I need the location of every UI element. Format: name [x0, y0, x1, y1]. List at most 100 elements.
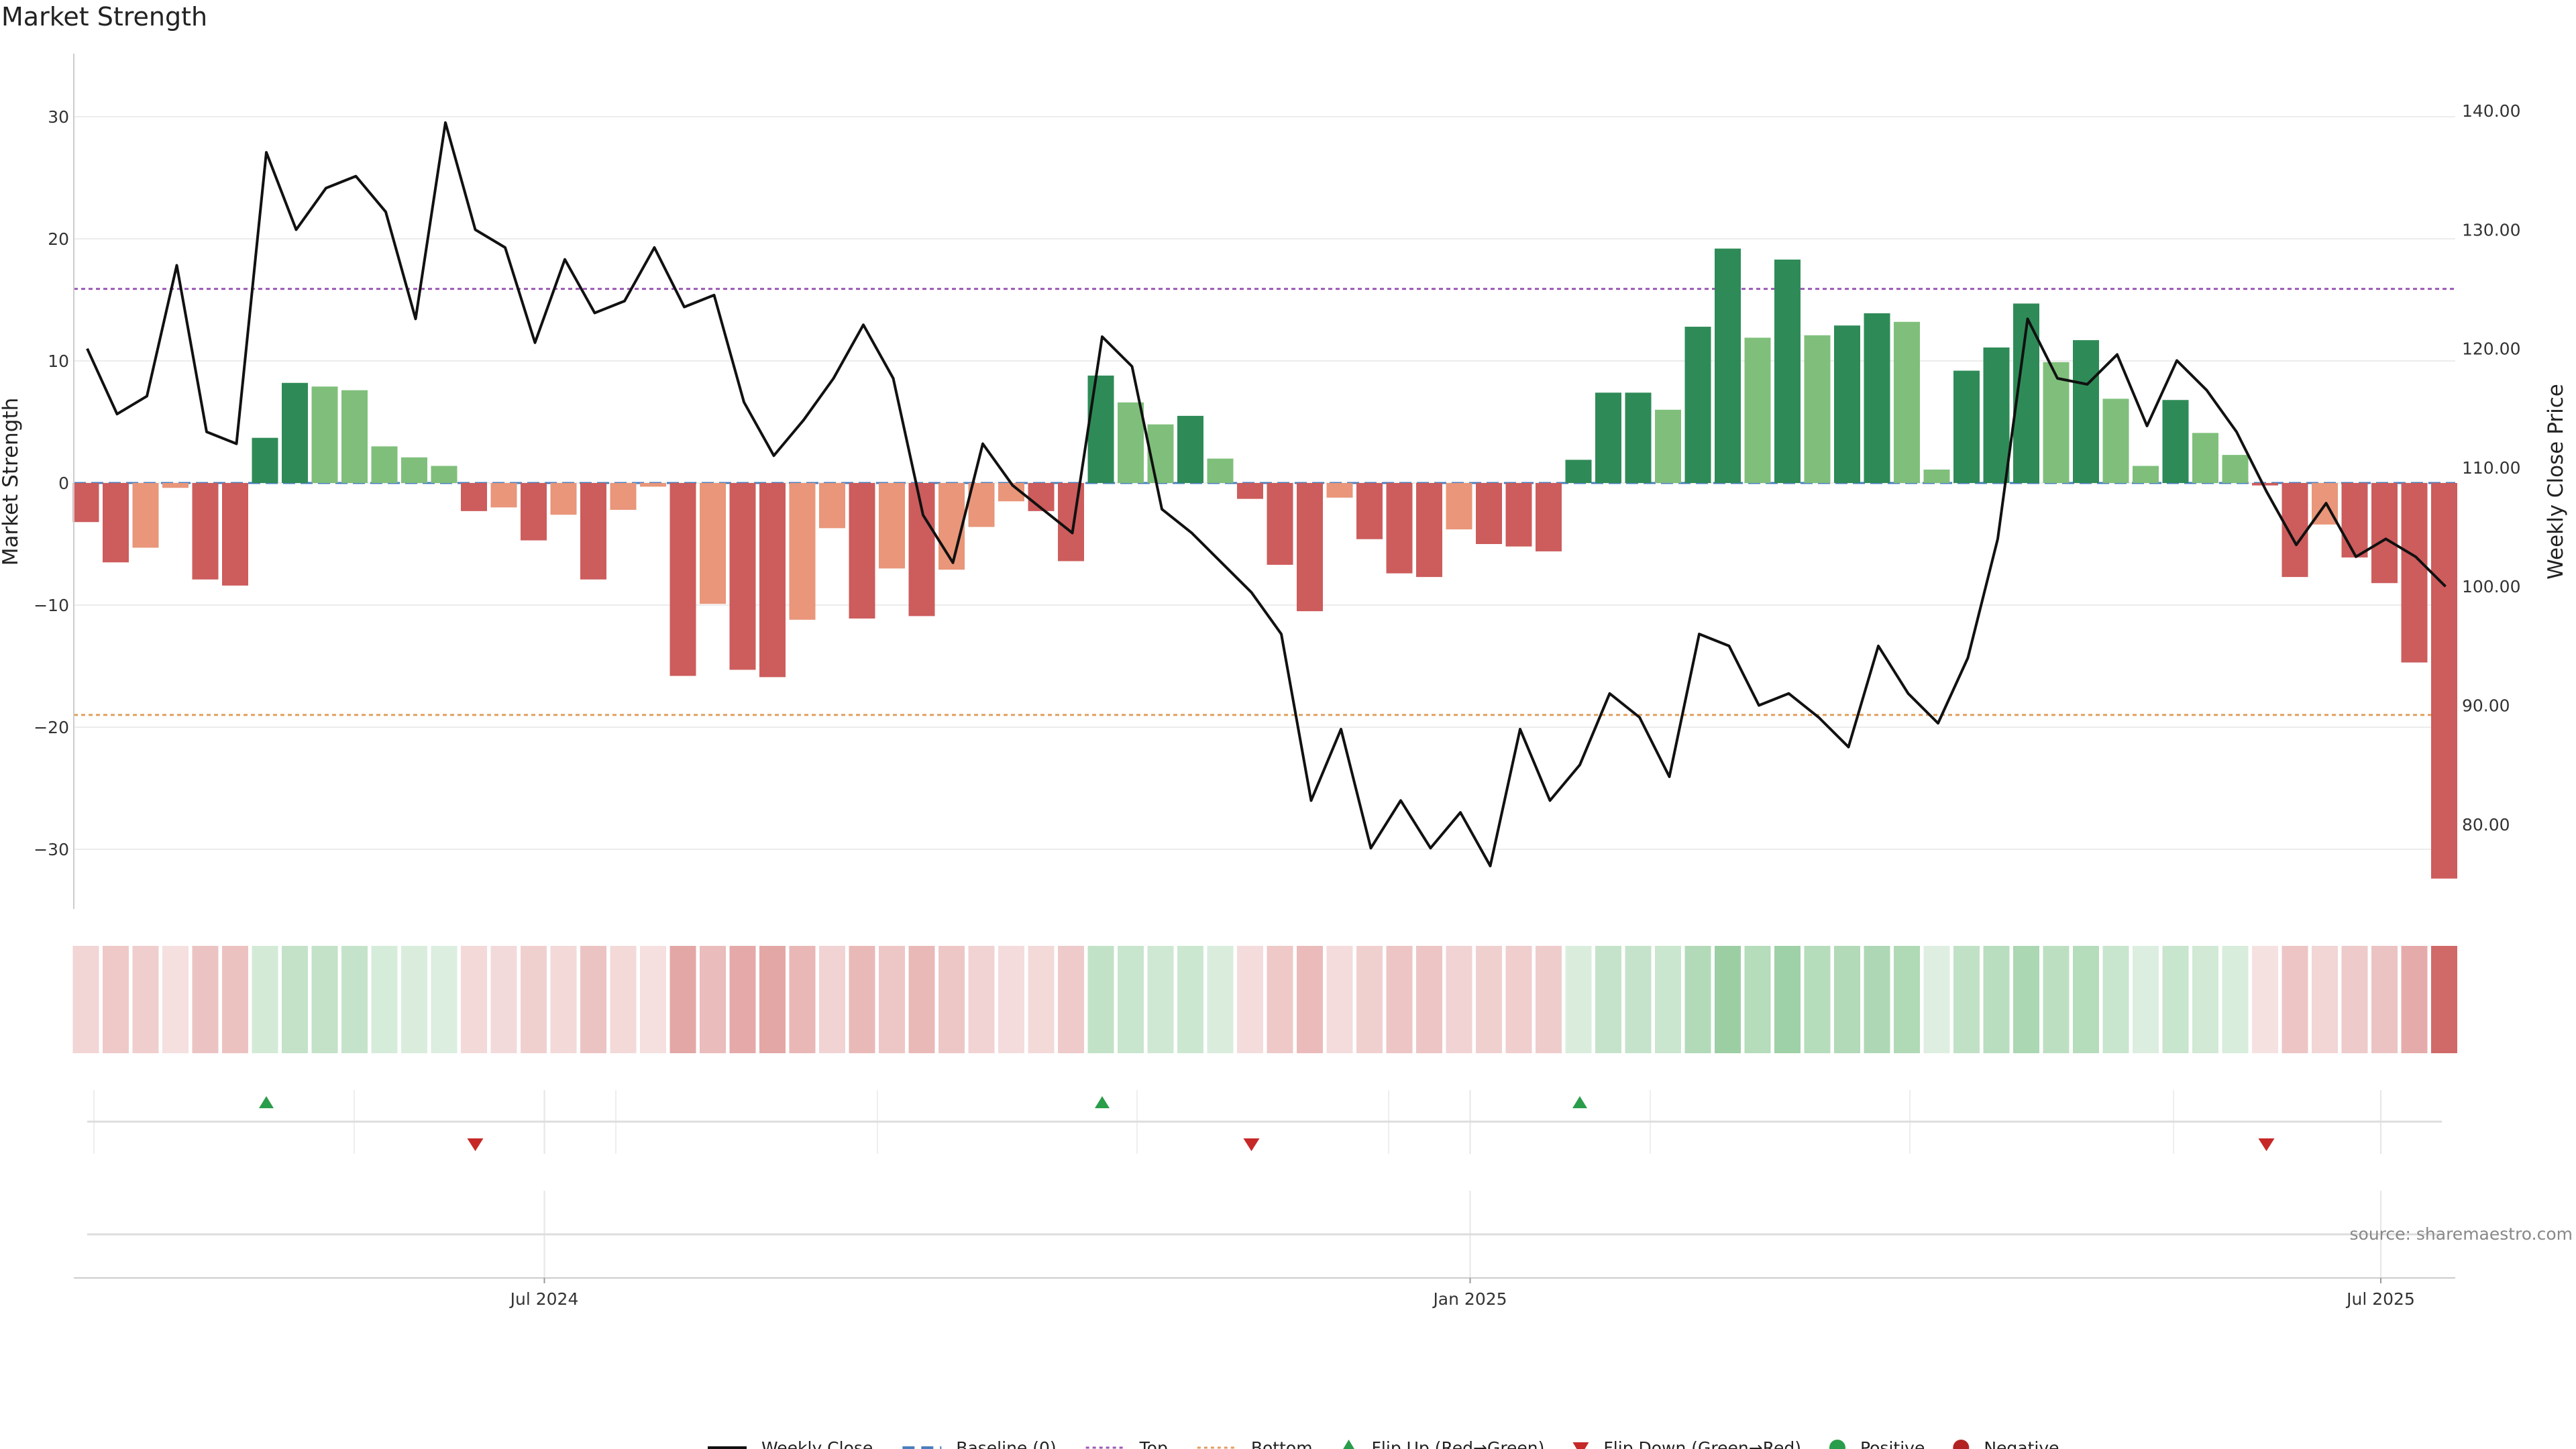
- y-tick-label-right: 110.00: [2462, 458, 2520, 478]
- heat-cell: [1267, 946, 1293, 1053]
- heat-cell: [1625, 946, 1652, 1053]
- source-note: source: sharemaestro.com: [2350, 1224, 2573, 1244]
- strength-bar: [252, 437, 278, 483]
- y-tick-label-left: −20: [34, 718, 69, 737]
- strength-bar: [72, 483, 99, 523]
- strength-bar: [849, 483, 875, 619]
- heat-cell: [1774, 946, 1801, 1053]
- strength-bar: [1147, 424, 1174, 483]
- strength-bar: [1087, 375, 1114, 483]
- strength-bar: [938, 483, 965, 570]
- heat-cell: [729, 946, 756, 1053]
- strength-bar: [1953, 370, 1980, 483]
- heat-cell: [282, 946, 308, 1053]
- strength-bar: [1625, 392, 1652, 483]
- y-tick-label-right: 100.00: [2462, 577, 2520, 596]
- strength-bar: [1326, 483, 1353, 498]
- strength-bar: [2282, 483, 2308, 578]
- strength-bar: [1715, 248, 1741, 483]
- heat-cell: [1237, 946, 1263, 1053]
- strength-bar: [2371, 483, 2398, 584]
- strength-bar: [2401, 483, 2428, 663]
- heat-cell: [1655, 946, 1681, 1053]
- strength-bar: [580, 483, 606, 580]
- legend-marker-flip-up: [1343, 1440, 1354, 1449]
- strength-bar: [1536, 483, 1562, 551]
- heat-cell: [2431, 946, 2457, 1053]
- strength-bar: [1864, 313, 1890, 483]
- heat-cell: [521, 946, 547, 1053]
- strength-bar: [2133, 466, 2159, 483]
- y-tick-label-left: −10: [34, 596, 69, 615]
- heat-cell: [2013, 946, 2039, 1053]
- heat-cell: [431, 946, 458, 1053]
- y-tick-label-right: 80.00: [2462, 815, 2510, 835]
- strength-bar: [1595, 392, 1621, 483]
- heat-cell: [1983, 946, 2010, 1053]
- y-tick-label-right: 90.00: [2462, 696, 2510, 716]
- heat-cell: [1953, 946, 1980, 1053]
- legend-label-weekly-close: Weekly Close: [761, 1438, 873, 1449]
- strength-bar: [968, 483, 995, 527]
- heat-cell: [2371, 946, 2398, 1053]
- heat-cell: [968, 946, 995, 1053]
- heat-cell: [610, 946, 637, 1053]
- heat-cell: [669, 946, 696, 1053]
- heat-cell: [401, 946, 427, 1053]
- strength-bar: [1804, 335, 1831, 483]
- strength-bar: [1774, 259, 1801, 483]
- price-line-group: [86, 121, 2447, 867]
- legend: Weekly Close Baseline (0) Top Bottom Flip Up…: [708, 1438, 2059, 1449]
- heat-cell: [2043, 946, 2070, 1053]
- heat-cell: [2102, 946, 2129, 1053]
- heat-cell: [1894, 946, 1920, 1053]
- strength-bar: [2073, 340, 2099, 483]
- heat-cell: [1595, 946, 1621, 1053]
- heat-cell: [2282, 946, 2308, 1053]
- strength-bar: [550, 483, 577, 515]
- strength-bar: [2431, 483, 2457, 879]
- heat-cell: [2073, 946, 2099, 1053]
- y-tick-label-right: 130.00: [2462, 220, 2520, 239]
- heat-cell: [341, 946, 368, 1053]
- heat-cell: [1505, 946, 1532, 1053]
- strength-bar: [700, 483, 726, 604]
- weekly-close-line: [86, 121, 2447, 867]
- strength-bar: [461, 483, 487, 511]
- strength-bar: [2222, 455, 2249, 483]
- heat-cell: [1118, 946, 1144, 1053]
- flip-down-marker: [1243, 1138, 1260, 1151]
- heat-cell: [1923, 946, 1950, 1053]
- chart-title: Market Strength: [1, 2, 207, 32]
- legend-label-positive: Positive: [1860, 1438, 1925, 1449]
- heat-cell: [1744, 946, 1771, 1053]
- y-tick-label-right: 120.00: [2462, 339, 2520, 359]
- strength-bar: [819, 483, 845, 529]
- y-tick-label-left: 30: [48, 107, 69, 127]
- heat-cell: [461, 946, 487, 1053]
- flip-up-marker: [259, 1096, 274, 1108]
- strength-bar: [162, 483, 189, 488]
- heat-cell: [311, 946, 338, 1053]
- heat-cell: [2222, 946, 2249, 1053]
- strength-bar: [669, 483, 696, 676]
- strength-bar: [132, 483, 159, 548]
- heat-cell: [2162, 946, 2189, 1053]
- heat-cell: [371, 946, 398, 1053]
- strength-bar: [1356, 483, 1383, 539]
- strength-bar: [2252, 483, 2278, 486]
- heat-cell: [1297, 946, 1323, 1053]
- heat-cell: [1147, 946, 1174, 1053]
- heat-cell: [1476, 946, 1502, 1053]
- heat-cell: [1356, 946, 1383, 1053]
- strength-bar: [431, 466, 458, 483]
- strength-bar: [1923, 469, 1950, 483]
- strength-bar: [282, 382, 308, 483]
- heat-cell: [938, 946, 965, 1053]
- legend-label-flip-up: Flip Up (Red→Green): [1372, 1438, 1545, 1449]
- heat-cell: [1028, 946, 1055, 1053]
- y-tick-label-left: 10: [48, 352, 69, 371]
- strength-bar: [1297, 483, 1323, 612]
- heat-cell: [1326, 946, 1353, 1053]
- strength-bar: [640, 483, 666, 487]
